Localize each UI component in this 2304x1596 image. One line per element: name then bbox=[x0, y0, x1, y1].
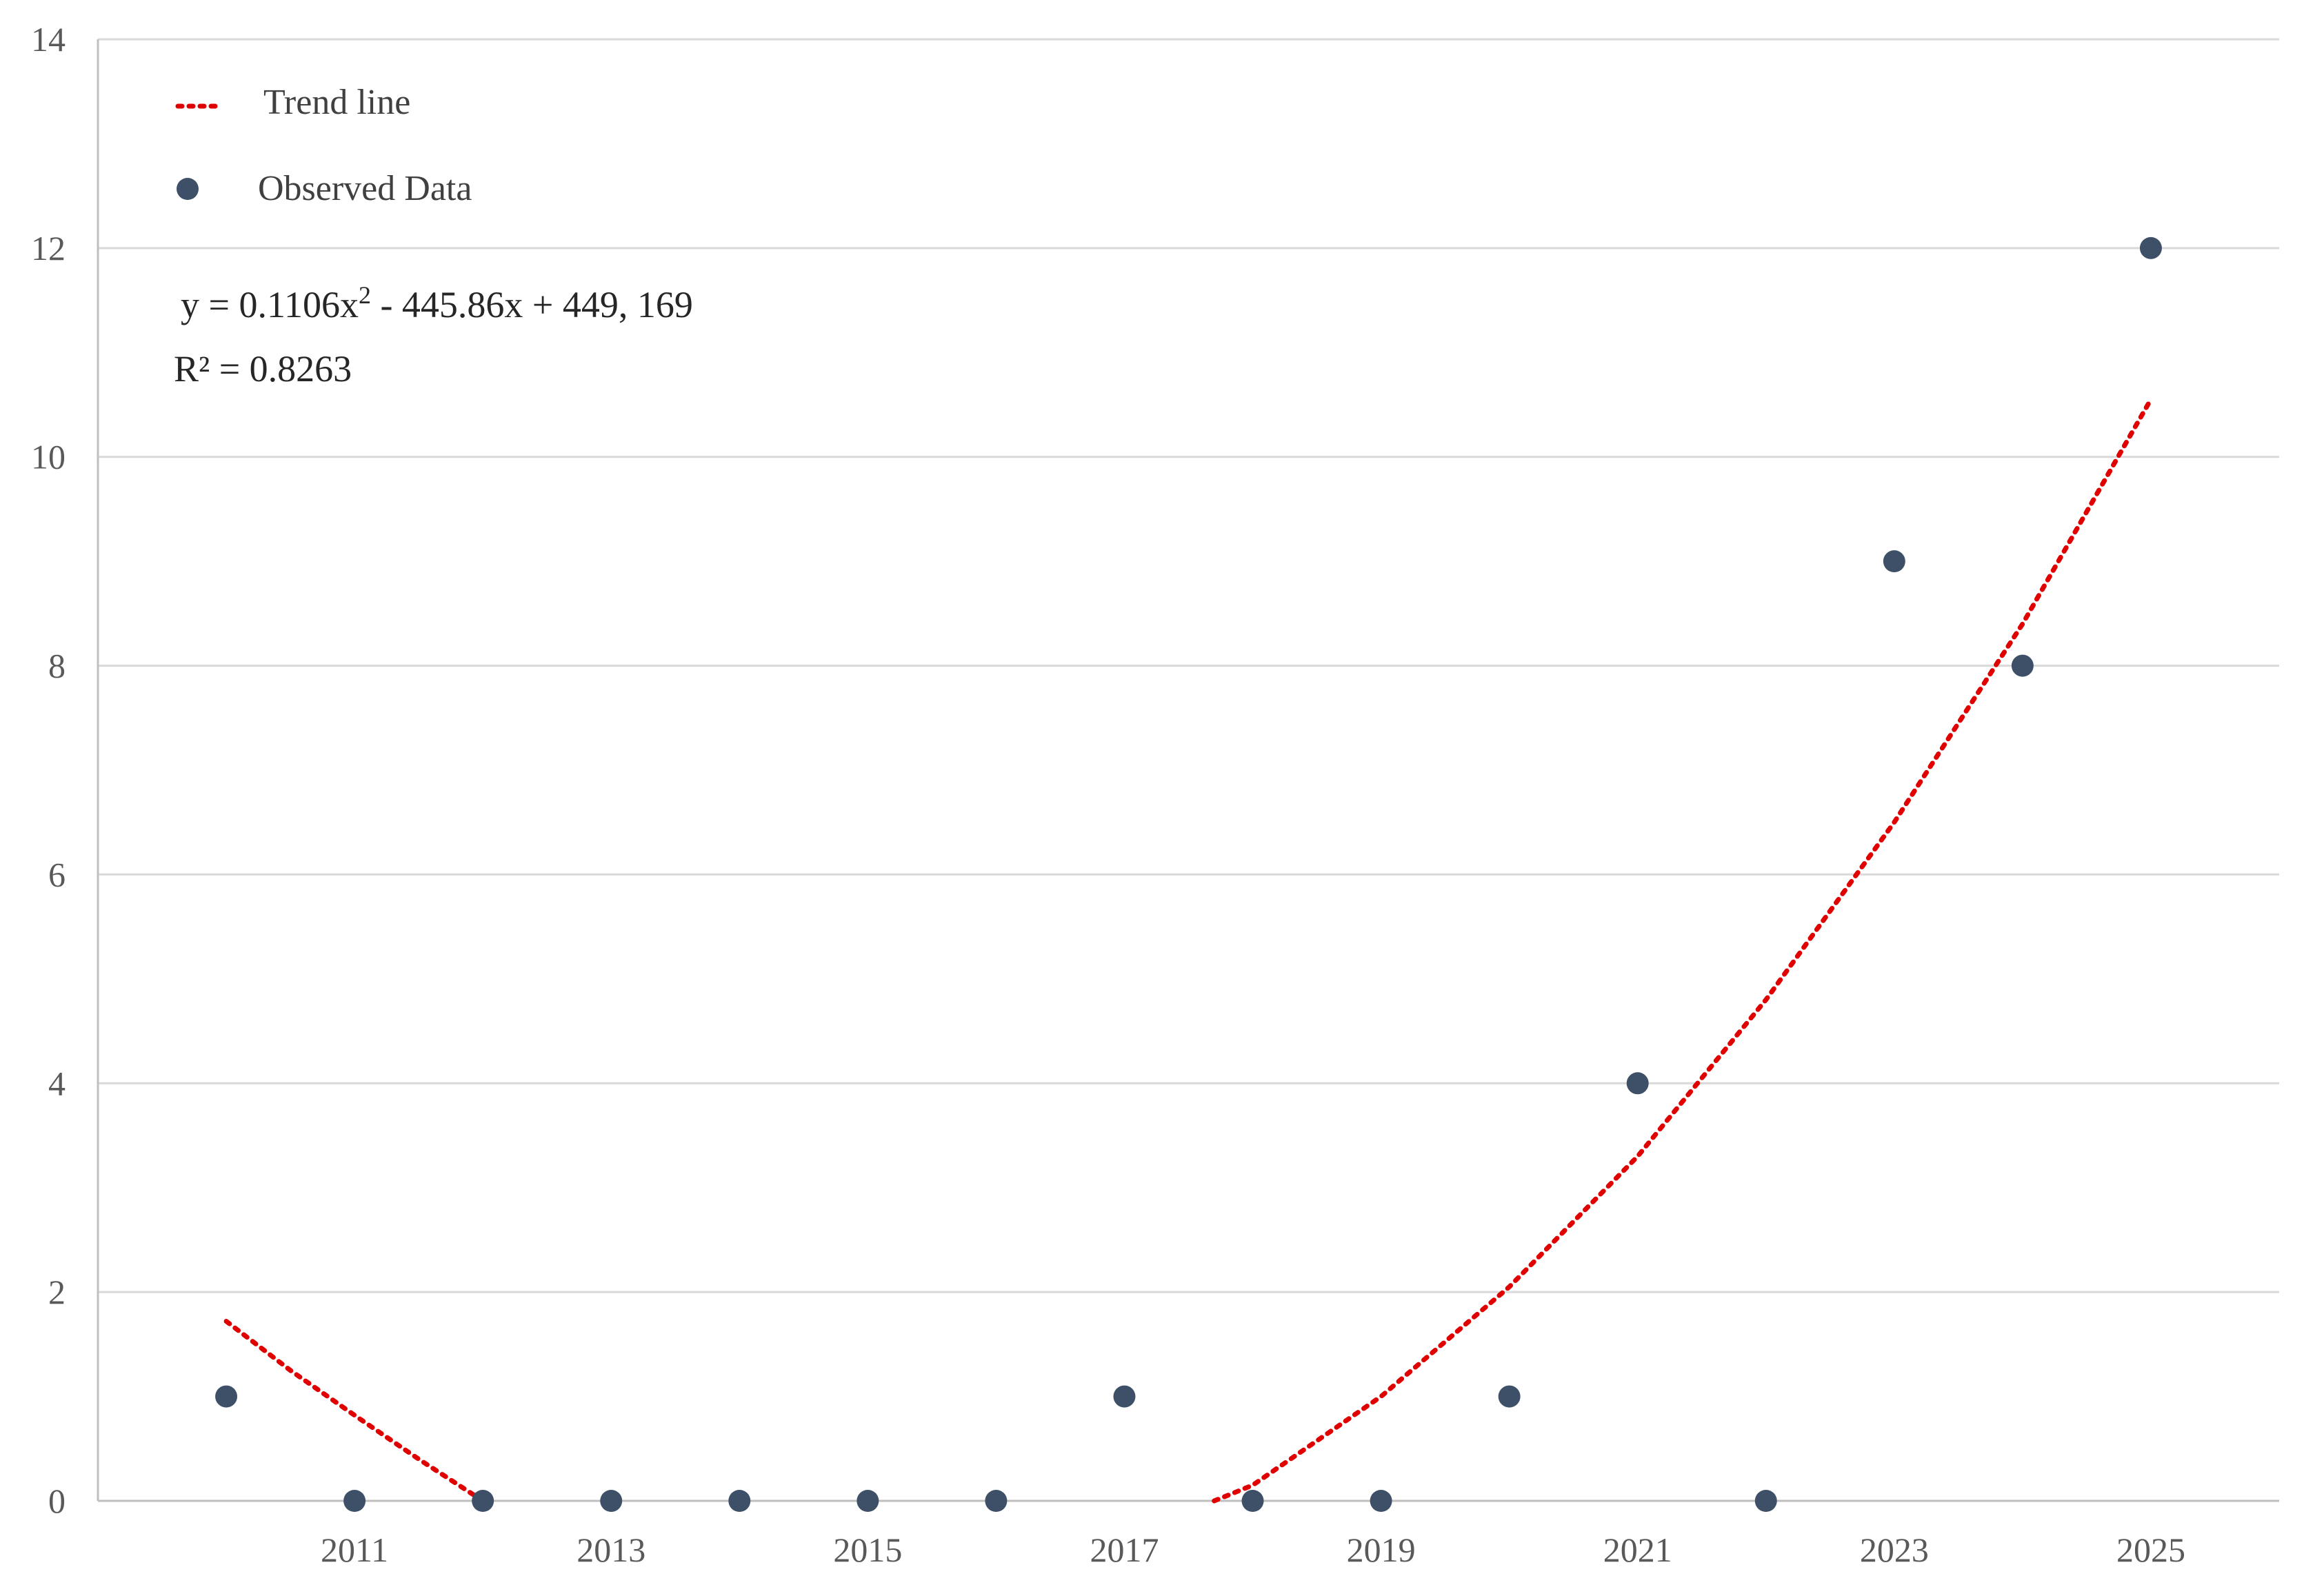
x-tick-label-2019: 2019 bbox=[1347, 1531, 1416, 1569]
data-point-2011 bbox=[343, 1490, 366, 1512]
r-squared: R² = 0.8263 bbox=[174, 348, 352, 390]
data-point-2020 bbox=[1498, 1385, 1521, 1408]
x-tick-label-2021: 2021 bbox=[1603, 1531, 1672, 1569]
y-tick-label-10: 10 bbox=[31, 438, 66, 476]
trend-equation-exponent: 2 bbox=[359, 281, 371, 309]
x-tick-label-2011: 2011 bbox=[321, 1531, 388, 1569]
observed-points bbox=[215, 236, 2162, 1512]
x-tick-label-2015: 2015 bbox=[833, 1531, 902, 1569]
x-tick-label-2023: 2023 bbox=[1860, 1531, 1929, 1569]
x-tick-labels: 2011 2013 2015 2017 2019 2021 2023 2025 bbox=[321, 1531, 2185, 1569]
legend: Trend line Observed Data bbox=[175, 83, 472, 208]
x-tick-label-2013: 2013 bbox=[577, 1531, 645, 1569]
grid-layer bbox=[98, 38, 2279, 1293]
data-point-2015 bbox=[857, 1490, 879, 1512]
trend-equation-main: y = 0.1106x bbox=[181, 284, 359, 325]
legend-data-label: Observed Data bbox=[258, 169, 472, 208]
y-tick-label-12: 12 bbox=[31, 229, 66, 267]
y-tick-labels: 0 2 4 6 8 10 12 14 bbox=[31, 20, 66, 1520]
y-tick-label-8: 8 bbox=[48, 647, 66, 685]
data-point-2024 bbox=[2011, 654, 2034, 677]
x-tick-label-2025: 2025 bbox=[2116, 1531, 2185, 1569]
trend-segment-2 bbox=[1212, 396, 2154, 1504]
trendline-annotations: y = 0.1106x2 - 445.86x + 449, 169 R² = 0… bbox=[174, 281, 693, 390]
y-tick-label-6: 6 bbox=[48, 855, 66, 893]
data-point-2017 bbox=[1113, 1385, 1136, 1408]
y-tick-label-4: 4 bbox=[48, 1064, 66, 1102]
x-tick-label-2017: 2017 bbox=[1090, 1531, 1159, 1569]
data-point-2018 bbox=[1241, 1490, 1264, 1512]
data-point-2023 bbox=[1883, 550, 1905, 573]
axis-layer bbox=[97, 39, 2279, 1502]
data-point-2010 bbox=[215, 1385, 238, 1408]
data-point-2013 bbox=[600, 1490, 623, 1512]
data-point-2021 bbox=[1626, 1072, 1649, 1095]
y-tick-label-14: 14 bbox=[31, 20, 66, 59]
trend-segment-1 bbox=[223, 1319, 485, 1504]
data-point-2016 bbox=[985, 1490, 1008, 1512]
y-tick-label-2: 2 bbox=[48, 1273, 66, 1311]
data-point-2014 bbox=[728, 1490, 751, 1512]
data-point-2022 bbox=[1754, 1490, 1777, 1512]
legend-trend-label: Trend line bbox=[263, 83, 410, 122]
y-tick-label-0: 0 bbox=[48, 1482, 66, 1520]
trend-equation-rest: - 445.86x + 449, 169 bbox=[371, 284, 693, 325]
data-point-2025 bbox=[2139, 236, 2162, 259]
trend-line bbox=[223, 396, 2154, 1504]
data-point-2019 bbox=[1370, 1490, 1392, 1512]
data-point-2012 bbox=[472, 1490, 494, 1512]
trend-equation: y = 0.1106x2 - 445.86x + 449, 169 bbox=[181, 281, 693, 325]
legend-data-swatch bbox=[177, 178, 199, 200]
